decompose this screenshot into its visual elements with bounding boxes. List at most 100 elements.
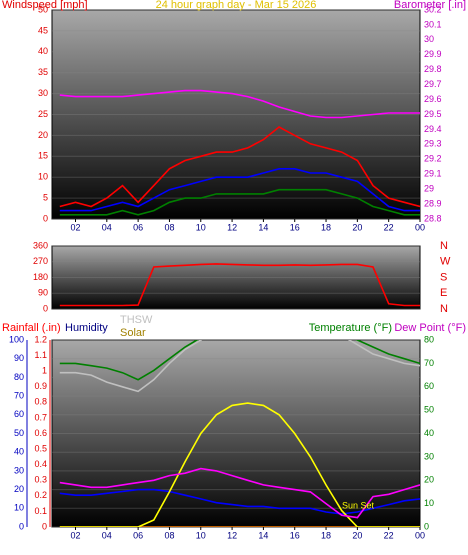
y2-tick-label: 28.9 bbox=[424, 198, 442, 208]
x-tick-label: 00 bbox=[415, 222, 425, 232]
y2-tick-label: 80 bbox=[424, 334, 434, 344]
y-tick-label: 10 bbox=[14, 503, 24, 513]
y2-tick-label: 30.2 bbox=[424, 4, 442, 14]
series-line bbox=[59, 467, 420, 519]
legend-label: Solar bbox=[120, 327, 146, 339]
plot-area bbox=[51, 9, 421, 220]
legend-label: Rainfall (.in) bbox=[2, 322, 61, 334]
series-line bbox=[59, 263, 420, 307]
y-tick-label: 40 bbox=[14, 447, 24, 457]
x-tick-label: 20 bbox=[352, 530, 362, 540]
annotation: Sun Set bbox=[342, 500, 375, 510]
y3-tick-label: 0.6 bbox=[34, 428, 47, 438]
x-tick-label: 12 bbox=[227, 222, 237, 232]
y2-tick-label: 30.1 bbox=[424, 19, 442, 29]
y2-tick-label: 30 bbox=[424, 451, 434, 461]
y-tick-label: 100 bbox=[9, 334, 24, 344]
y3-tick-label: 0.3 bbox=[34, 475, 47, 485]
y3-tick-label: 0 bbox=[42, 521, 47, 531]
y-tick-label: 80 bbox=[14, 372, 24, 382]
y-tick-label: 10 bbox=[38, 172, 48, 182]
series-group bbox=[59, 263, 420, 307]
y2-tick-label: E bbox=[440, 287, 447, 299]
y2-axis-title: Barometer [.in] bbox=[394, 0, 466, 11]
y-tick-label: 20 bbox=[38, 130, 48, 140]
x-tick-label: 18 bbox=[321, 222, 331, 232]
y2-tick-label: 10 bbox=[424, 498, 434, 508]
y3-tick-label: 1.2 bbox=[34, 334, 47, 344]
legend-label: Temperature (°F) bbox=[309, 322, 392, 334]
x-tick-label: 20 bbox=[352, 222, 362, 232]
x-tick-label: 14 bbox=[258, 222, 268, 232]
y-tick-label: 30 bbox=[14, 465, 24, 475]
y-tick-label: 0 bbox=[43, 303, 48, 313]
y-tick-label: 180 bbox=[33, 272, 48, 282]
x-tick-label: 02 bbox=[70, 222, 80, 232]
y-tick-label: 270 bbox=[33, 256, 48, 266]
chart-title: 24 hour graph day - Mar 15 2026 bbox=[156, 0, 317, 11]
x-tick-label: 18 bbox=[321, 530, 331, 540]
series-line bbox=[59, 340, 420, 393]
x-tick-label: 12 bbox=[227, 530, 237, 540]
y-tick-label: 50 bbox=[38, 4, 48, 14]
y2-tick-label: N bbox=[440, 240, 448, 252]
x-tick-label: 22 bbox=[384, 222, 394, 232]
series-line bbox=[59, 402, 420, 527]
y2-tick-label: 40 bbox=[424, 428, 434, 438]
y3-tick-label: 0.5 bbox=[34, 443, 47, 453]
y2-tick-label: 29.6 bbox=[424, 94, 442, 104]
legend-label: Humidity bbox=[65, 322, 108, 334]
y3-tick-label: 0.9 bbox=[34, 381, 47, 391]
y-tick-label: 90 bbox=[38, 288, 48, 298]
y-tick-label: 90 bbox=[14, 353, 24, 363]
y-tick-label: 15 bbox=[38, 151, 48, 161]
y2-tick-label: N bbox=[440, 303, 448, 315]
x-tick-label: 04 bbox=[102, 530, 112, 540]
x-tick-label: 14 bbox=[258, 530, 268, 540]
y2-tick-label: 29.1 bbox=[424, 169, 442, 179]
y-tick-label: 0 bbox=[43, 213, 48, 223]
y2-tick-label: 29.3 bbox=[424, 139, 442, 149]
x-tick-label: 22 bbox=[384, 530, 394, 540]
series-group bbox=[59, 89, 420, 216]
y2-tick-label: 29.2 bbox=[424, 154, 442, 164]
y2-tick-label: 29.9 bbox=[424, 49, 442, 59]
series-line bbox=[59, 89, 420, 119]
y-tick-label: 50 bbox=[14, 428, 24, 438]
x-tick-label: 02 bbox=[70, 530, 80, 540]
y3-tick-label: 0.2 bbox=[34, 490, 47, 500]
x-tick-label: 08 bbox=[164, 222, 174, 232]
y3-tick-label: 0.4 bbox=[34, 459, 47, 469]
legend-label: THSW bbox=[120, 314, 153, 326]
y-tick-label: 20 bbox=[14, 484, 24, 494]
plot-area bbox=[51, 339, 421, 528]
series-line bbox=[59, 488, 420, 515]
x-tick-label: 04 bbox=[102, 222, 112, 232]
x-tick-label: 10 bbox=[196, 222, 206, 232]
y2-tick-label: 29 bbox=[424, 184, 434, 194]
x-tick-label: 16 bbox=[290, 222, 300, 232]
x-tick-label: 06 bbox=[133, 222, 143, 232]
y-tick-label: 70 bbox=[14, 390, 24, 400]
series-line bbox=[59, 188, 420, 216]
series-line bbox=[59, 340, 420, 381]
y2-tick-label: 70 bbox=[424, 358, 434, 368]
y-tick-label: 25 bbox=[38, 109, 48, 119]
y2-tick-label: 29.5 bbox=[424, 109, 442, 119]
series-line bbox=[59, 126, 420, 208]
y-axis-title: Windspeed [mph] bbox=[2, 0, 88, 11]
legend-label: Dew Point (°F) bbox=[394, 322, 466, 334]
x-tick-label: 06 bbox=[133, 530, 143, 540]
y-tick-label: 40 bbox=[38, 46, 48, 56]
y2-tick-label: 29.8 bbox=[424, 64, 442, 74]
y2-tick-label: 0 bbox=[424, 521, 429, 531]
y-tick-label: 360 bbox=[33, 240, 48, 250]
y2-tick-label: S bbox=[440, 271, 447, 283]
y3-tick-label: 0.7 bbox=[34, 412, 47, 422]
y2-tick-label: 30 bbox=[424, 34, 434, 44]
y2-tick-label: 20 bbox=[424, 475, 434, 485]
y-tick-label: 45 bbox=[38, 25, 48, 35]
y-tick-label: 5 bbox=[43, 192, 48, 202]
